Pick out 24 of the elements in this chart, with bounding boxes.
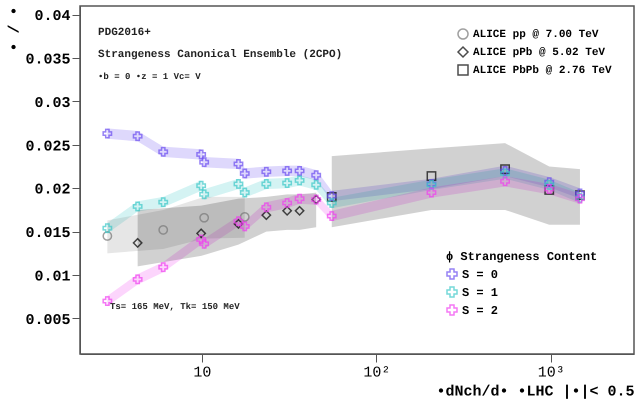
y-tick-label: 0.04	[34, 8, 70, 26]
legend-title: ϕ Strangeness Content	[446, 250, 598, 264]
y-tick-label: 0.01	[34, 268, 70, 286]
x-tick-label: 10	[193, 364, 212, 382]
y-tick-label: 0.035	[25, 52, 70, 69]
legend-label: ALICE pp @ 7.00 TeV	[473, 29, 599, 41]
y-tick-label: 0.025	[25, 138, 70, 156]
legend-label: S = 2	[462, 304, 498, 318]
x-tick-label: 10³	[538, 364, 565, 382]
legend-label: S = 1	[462, 286, 498, 300]
legend-label: ALICE pPb @ 5.02 TeV	[473, 47, 606, 59]
y-axis-title: • / •	[6, 6, 24, 52]
annotation: PDG2016+	[98, 27, 152, 39]
y-tick-label: 0.015	[25, 225, 70, 242]
y-tick-label: 0.02	[34, 182, 70, 199]
y-tick-label: 0.03	[34, 94, 70, 112]
annotation: Ts= 165 MeV, Tk= 150 MeV	[110, 302, 240, 312]
legend-label: ALICE PbPb @ 2.76 TeV	[473, 65, 612, 77]
y-tick-label: 0.005	[25, 312, 70, 329]
annotation: Strangeness Canonical Ensemble (2CPO)	[98, 49, 342, 61]
annotation: •b = 0 •z = 1 Vc= V	[98, 72, 202, 82]
x-tick-label: 10²	[363, 364, 390, 382]
legend-label: S = 0	[462, 268, 498, 282]
x-axis-title: •dNch/d• •LHC |•|< 0.5	[436, 384, 634, 400]
